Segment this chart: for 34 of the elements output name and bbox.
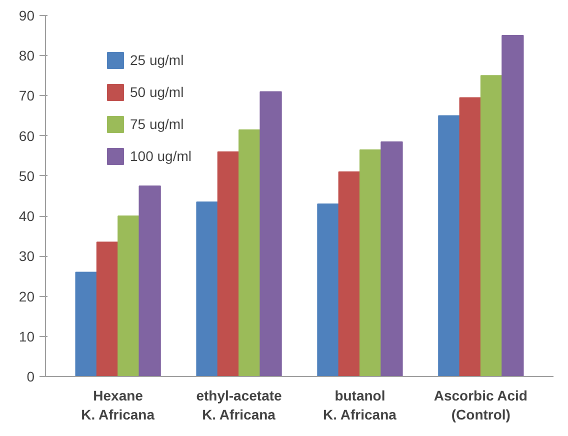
y-tick-label: 90 (18, 8, 35, 24)
y-tick-label: 50 (18, 168, 35, 184)
bar (75, 272, 98, 376)
y-tick-label: 10 (18, 328, 35, 344)
legend-label: 75 ug/ml (130, 116, 184, 132)
bar (238, 129, 261, 376)
x-tick-label: Hexane K. Africana (81, 388, 155, 423)
x-tick-label: ethyl-acetate K. Africana (196, 388, 282, 423)
bar (138, 185, 161, 376)
bar (217, 151, 240, 376)
y-tick-label: 0 (26, 368, 35, 384)
y-tick-label: 80 (18, 48, 35, 64)
bar (480, 75, 503, 376)
legend-label: 25 ug/ml (130, 52, 184, 68)
bar (196, 202, 218, 376)
legend-label: 50 ug/ml (130, 84, 184, 100)
bar (502, 35, 524, 376)
bar (359, 149, 382, 376)
y-tick-label: 20 (18, 288, 35, 304)
bar (118, 216, 140, 376)
y-tick-label: 40 (18, 208, 35, 224)
x-tick-label: Ascorbic Acid (Control) (434, 388, 528, 423)
bar (380, 141, 403, 376)
bar (96, 242, 119, 376)
bar (338, 171, 360, 376)
bar (459, 97, 482, 376)
bar (438, 115, 460, 376)
legend-label: 100 ug/ml (130, 148, 192, 164)
bar (317, 204, 340, 376)
x-tick-label: butanol K. Africana (323, 388, 397, 423)
bar (260, 91, 282, 376)
y-tick-label: 30 (18, 248, 35, 264)
y-tick-label: 70 (18, 88, 35, 104)
y-tick-label: 60 (18, 128, 35, 144)
